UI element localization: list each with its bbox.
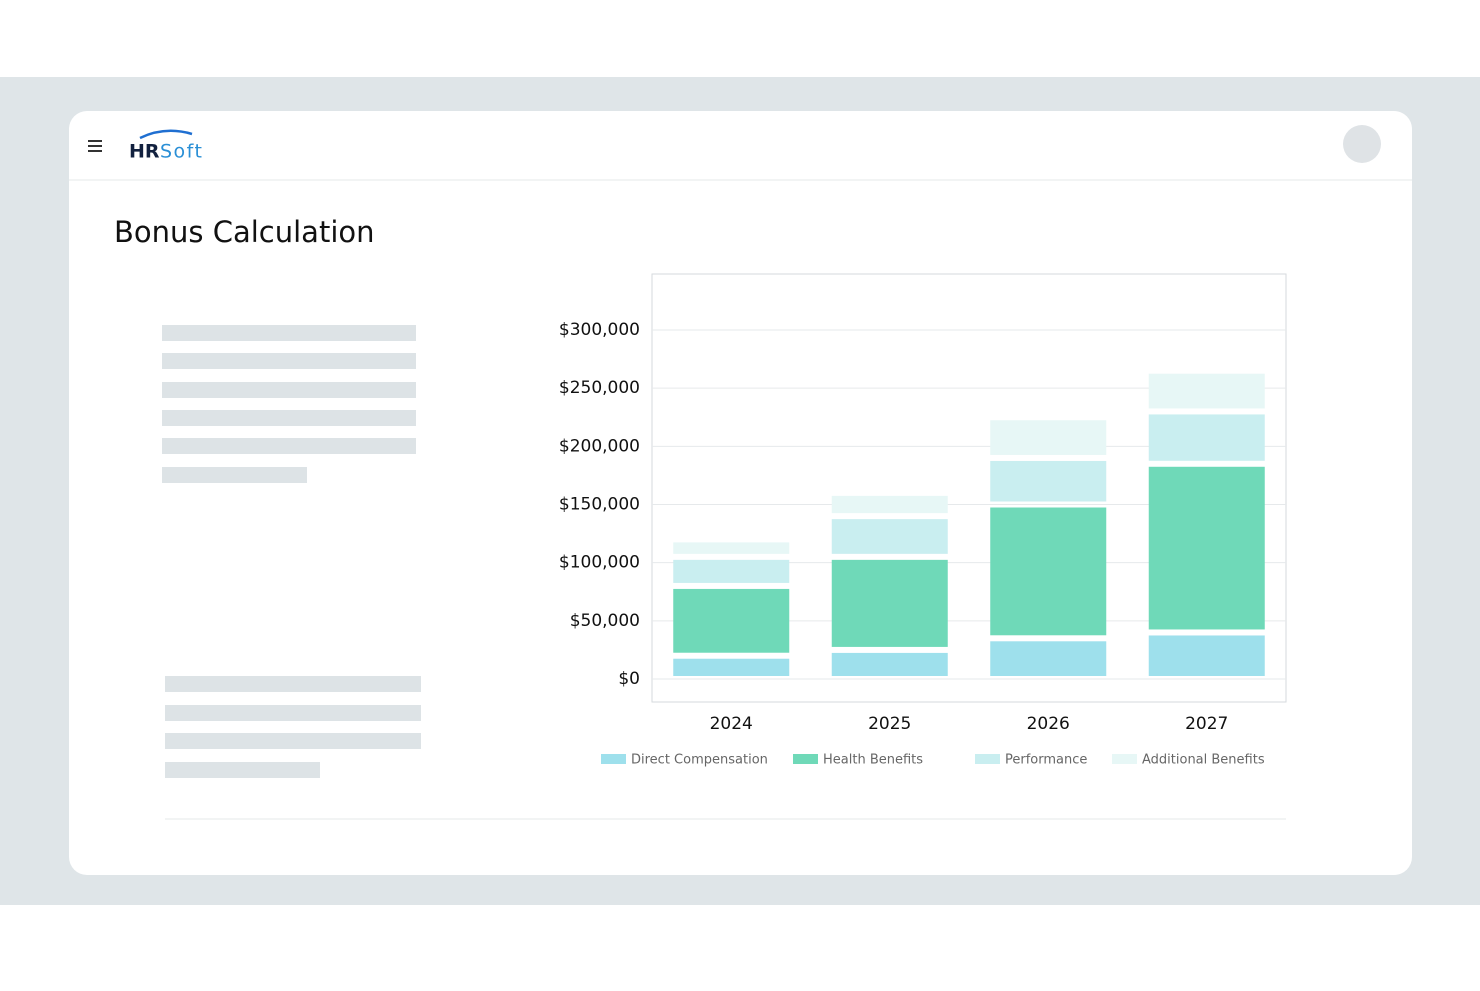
y-tick-label: $250,000 bbox=[559, 378, 640, 398]
y-tick-label: $50,000 bbox=[570, 611, 640, 631]
bar-segment bbox=[673, 559, 790, 583]
bar-segment bbox=[831, 495, 948, 514]
legend-swatch bbox=[601, 754, 626, 764]
legend-label: Additional Benefits bbox=[1142, 753, 1265, 768]
y-tick-label: $200,000 bbox=[559, 436, 640, 456]
bar-segment bbox=[673, 658, 790, 676]
skeleton-text bbox=[162, 325, 421, 778]
bar-segment bbox=[1148, 414, 1265, 461]
legend-label: Health Benefits bbox=[823, 753, 923, 768]
bar-segment bbox=[673, 542, 790, 554]
bar-segment bbox=[831, 559, 948, 647]
bar-segment bbox=[831, 519, 948, 554]
legend-label: Performance bbox=[1005, 753, 1087, 768]
x-tick-label: 2024 bbox=[710, 714, 753, 734]
bar-segment bbox=[990, 641, 1107, 676]
bar-segment bbox=[990, 507, 1107, 636]
menu-button[interactable] bbox=[88, 140, 102, 152]
bar-segment bbox=[990, 460, 1107, 502]
legend-swatch bbox=[793, 754, 818, 764]
page-title: Bonus Calculation bbox=[114, 215, 375, 249]
y-tick-label: $300,000 bbox=[559, 320, 640, 340]
legend-swatch bbox=[1112, 754, 1137, 764]
y-tick-label: $0 bbox=[618, 669, 640, 689]
logo-arc bbox=[139, 129, 193, 140]
x-tick-label: 2025 bbox=[868, 714, 911, 734]
x-tick-label: 2026 bbox=[1027, 714, 1070, 734]
bar-segment bbox=[831, 652, 948, 676]
chart: $0 $50,000 $100,000 $150,000 $200,000 $250,00… bbox=[559, 320, 1286, 768]
logo-primary: HR bbox=[129, 141, 160, 163]
y-tick-label: $100,000 bbox=[559, 553, 640, 573]
logo-secondary: Soft bbox=[160, 141, 204, 163]
x-tick-label: 2027 bbox=[1185, 714, 1228, 734]
y-tick-label: $150,000 bbox=[559, 495, 640, 515]
legend-label: Direct Compensation bbox=[631, 753, 768, 768]
bar-segment bbox=[673, 588, 790, 653]
bar-segment bbox=[990, 420, 1107, 455]
bar-segment bbox=[1148, 373, 1265, 409]
bar-segment bbox=[1148, 466, 1265, 630]
legend-swatch bbox=[975, 754, 1000, 764]
plot-frame bbox=[651, 273, 1287, 703]
bar-segment bbox=[1148, 635, 1265, 676]
avatar[interactable] bbox=[1343, 125, 1381, 163]
